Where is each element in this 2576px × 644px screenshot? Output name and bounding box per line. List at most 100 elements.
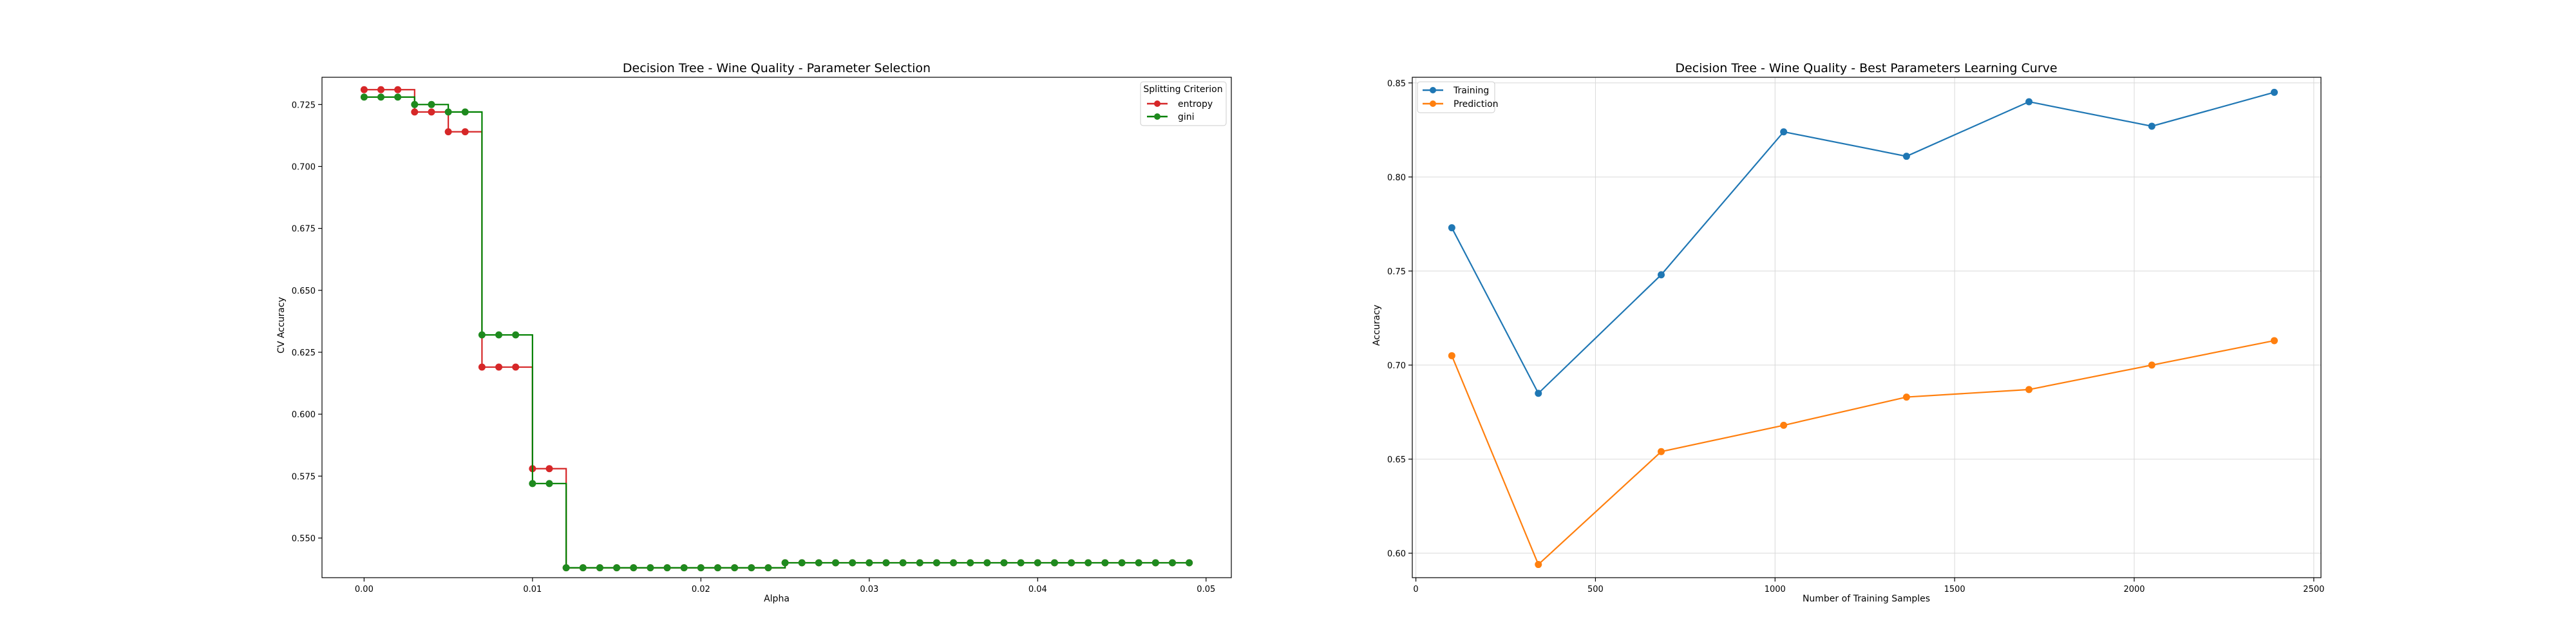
data-point-gini [899,559,907,567]
x-tick-label: 0.03 [860,585,878,594]
data-point-gini [697,564,705,572]
data-point-training [1780,128,1788,136]
data-point-gini [1034,559,1041,567]
data-point-training [1535,390,1542,397]
data-point-gini [411,100,419,108]
chart-title: Decision Tree - Wine Quality - Best Para… [1675,61,2057,75]
x-tick-label: 0.01 [523,585,542,594]
data-point-entropy [461,128,469,136]
x-tick-label: 0.00 [355,585,374,594]
data-point-entropy [478,363,486,371]
data-point-prediction [2025,386,2033,393]
y-tick-label: 0.650 [292,287,316,296]
x-tick-label: 1500 [1944,585,1965,594]
x-axis-label: Alpha [764,594,790,604]
legend-label-gini: gini [1178,112,1195,122]
legend: Splitting Criterion entropy gini [1140,81,1227,126]
data-point-gini [849,559,857,567]
data-point-gini [781,559,789,567]
y-tick-label: 0.65 [1387,455,1406,465]
y-tick-label: 0.600 [292,410,316,420]
x-tick-label: 2000 [2123,585,2145,594]
data-point-gini [461,108,469,116]
y-tick-label: 0.60 [1387,549,1406,559]
x-tick-label: 0 [1413,585,1418,594]
data-point-prediction [1448,352,1455,359]
legend-label-prediction: Prediction [1454,99,1499,109]
data-point-gini [529,480,536,488]
data-point-gini [512,331,520,339]
data-point-gini [748,564,755,572]
data-point-gini [1118,559,1126,567]
legend-label-training: Training [1453,86,1489,96]
legend-marker-training [1430,87,1436,93]
y-tick-label: 0.575 [292,472,316,482]
data-point-entropy [512,363,520,371]
data-point-gini [428,100,435,108]
data-point-gini [630,564,638,572]
data-point-gini [1068,559,1075,567]
data-point-gini [815,559,822,567]
axis-ticks: 0 500 1000 1500 2000 2500 0.60 0.65 0.70 0.75 0.80… [1387,79,2324,594]
data-point-gini [1135,559,1142,567]
series-line-gini [364,96,1189,569]
data-point-training [1902,153,1910,160]
data-point-gini [377,93,385,101]
legend-title: Splitting Criterion [1143,84,1222,95]
data-point-gini [495,331,503,339]
data-point-gini [579,564,587,572]
legend-label-entropy: entropy [1178,99,1213,109]
y-tick-label: 0.625 [292,348,316,358]
x-tick-label: 0.05 [1197,585,1215,594]
y-tick-label: 0.725 [292,100,316,110]
data-point-entropy [377,86,385,93]
y-axis-label: Accuracy [1372,305,1382,346]
data-point-gini [983,559,991,567]
data-point-gini [444,108,452,116]
data-point-prediction [1780,421,1788,429]
y-axis-label: CV Accuracy [276,297,287,354]
data-point-gini [1050,559,1058,567]
data-point-training [1448,224,1455,232]
data-point-entropy [495,363,503,371]
data-point-gini [798,559,806,567]
chart-title: Decision Tree - Wine Quality - Parameter… [623,61,931,75]
data-point-gini [680,564,688,572]
data-point-gini [1000,559,1008,567]
data-point-gini [764,564,772,572]
data-point-gini [967,559,974,567]
data-point-gini [613,564,621,572]
data-point-training [2025,98,2033,106]
axes-frame [321,77,1232,578]
data-point-gini [731,564,739,572]
data-point-prediction [1902,393,1910,401]
data-point-gini [545,480,553,488]
data-point-prediction [1535,561,1542,569]
x-tick-label: 0.02 [692,585,710,594]
data-point-training [1657,271,1665,279]
learning-curve-chart: Decision Tree - Wine Quality - Best Para… [1372,61,2324,604]
plot-area [360,86,1193,572]
series-line-entropy [364,89,1189,569]
data-point-gini [1186,559,1193,567]
y-tick-label: 0.85 [1387,79,1406,89]
data-point-gini [1151,559,1159,567]
data-point-gini [950,559,958,567]
data-point-prediction [2148,361,2155,369]
data-point-gini [596,564,603,572]
x-tick-label: 2500 [2303,585,2324,594]
y-tick-label: 0.75 [1387,267,1406,277]
x-tick-label: 0.04 [1028,585,1047,594]
data-point-gini [933,559,940,567]
axis-ticks: 0.00 0.01 0.02 0.03 0.04 0.05 0.550 0.575 0.600 0… [292,100,1215,594]
data-point-prediction [2270,337,2278,345]
data-point-entropy [545,465,553,473]
data-point-gini [1084,559,1092,567]
data-point-gini [663,564,671,572]
grid [1412,77,2321,578]
data-point-gini [394,93,402,101]
data-point-gini [562,564,570,572]
data-point-gini [647,564,654,572]
data-point-prediction [1657,448,1665,455]
